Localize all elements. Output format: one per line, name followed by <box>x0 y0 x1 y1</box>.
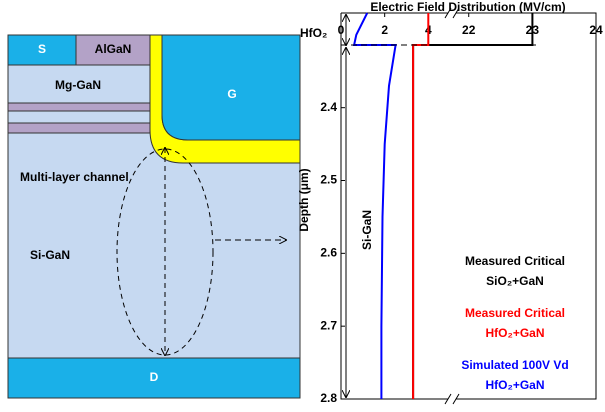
y-tick-label: 2.7 <box>320 318 337 332</box>
plot-frame <box>341 13 596 399</box>
x-tick-label: 2 <box>381 23 388 37</box>
label: G <box>227 87 236 101</box>
chart-title: Electric Field Distribution (MV/cm) <box>370 0 565 14</box>
page: S AlGaN G Mg-GaN Multi-layer channel Si-… <box>0 0 605 407</box>
series-line <box>413 13 532 399</box>
layer <box>8 111 150 123</box>
label: Multi-layer channel <box>20 170 129 184</box>
x-tick-label: 24 <box>589 23 603 37</box>
label: Mg-GaN <box>55 78 101 92</box>
layer <box>8 123 150 133</box>
x-tick-label: 0 <box>338 23 345 37</box>
label: S <box>38 42 46 56</box>
si-gan-region <box>8 133 300 358</box>
series-line <box>354 13 396 399</box>
figure: S AlGaN G Mg-GaN Multi-layer channel Si-… <box>0 0 605 407</box>
y-axis-label: Depth (μm) <box>297 168 311 231</box>
series-line <box>413 13 428 399</box>
annotation: HfO₂ <box>300 26 327 40</box>
y-tick-label: 2.5 <box>320 173 337 187</box>
y-tick-label: 2.8 <box>320 391 337 405</box>
label: D <box>150 370 159 384</box>
y-tick-label: 2.4 <box>320 100 337 114</box>
annotation: Si-GaN <box>360 210 374 250</box>
device <box>8 35 300 398</box>
label: Si-GaN <box>30 248 70 262</box>
label: AlGaN <box>95 42 132 56</box>
y-tick-label: 2.6 <box>320 246 337 260</box>
x-tick-label: 22 <box>462 23 476 37</box>
layer <box>8 103 150 111</box>
